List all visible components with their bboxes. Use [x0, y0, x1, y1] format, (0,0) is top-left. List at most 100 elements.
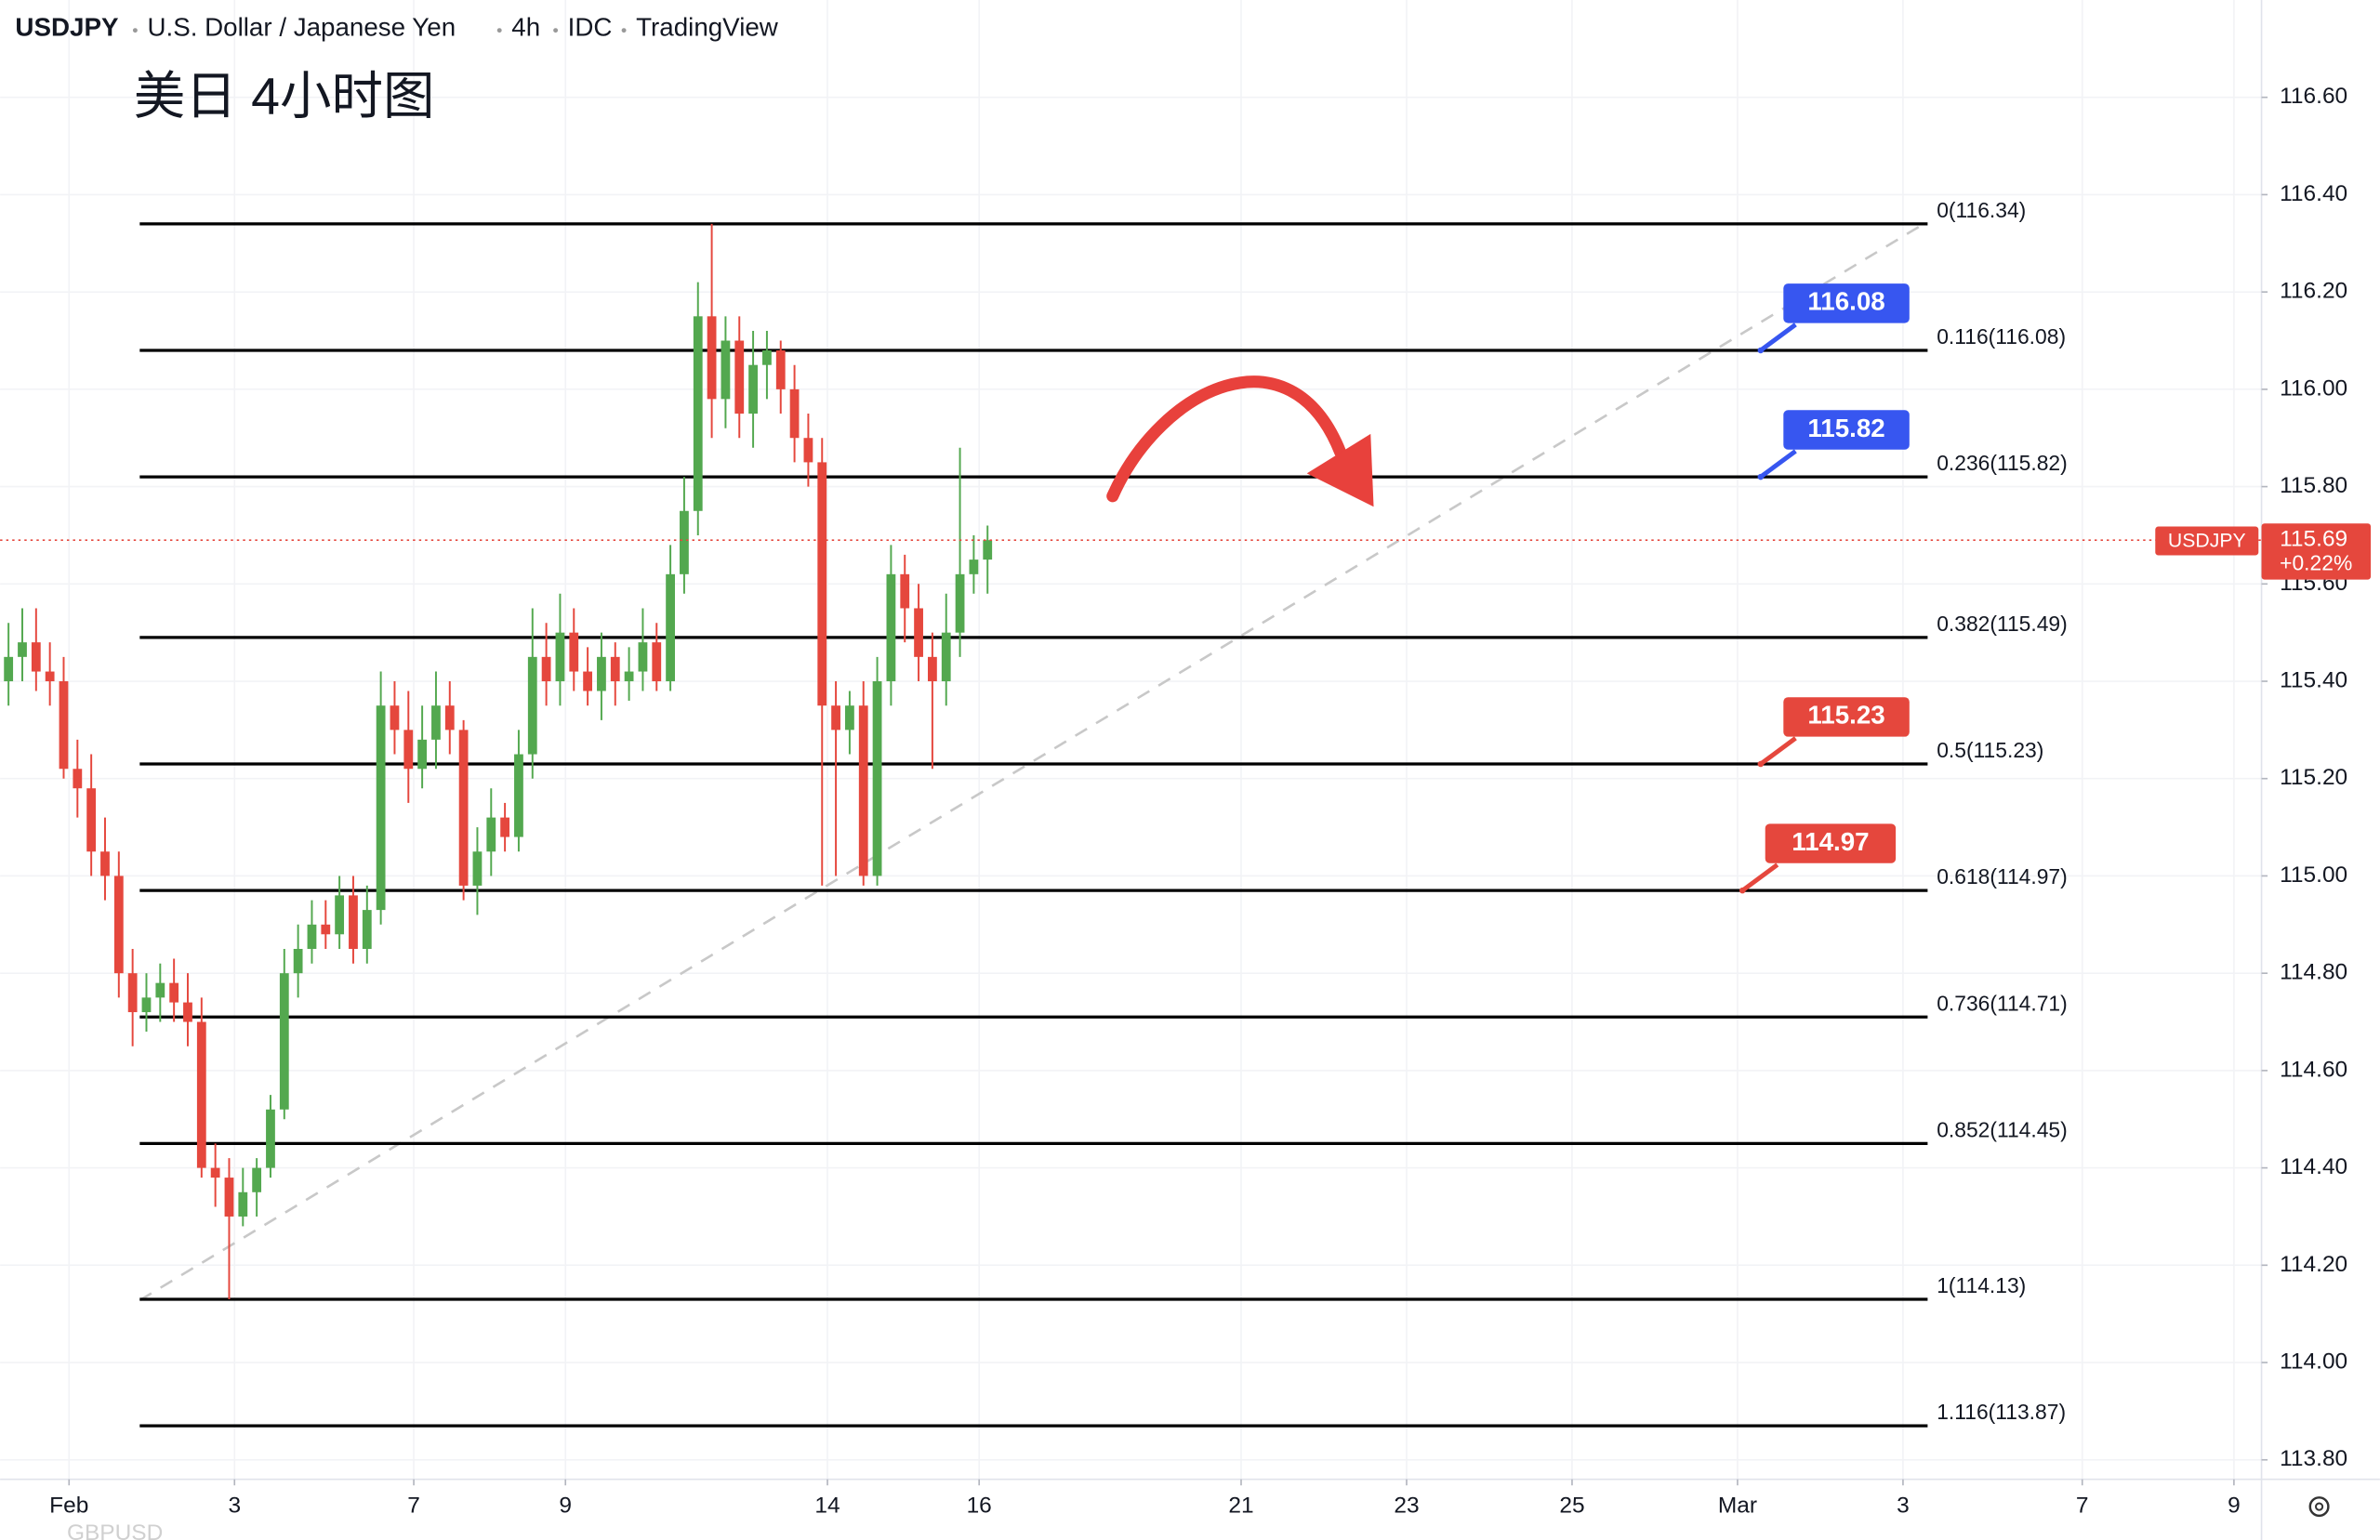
candle-body — [928, 656, 937, 682]
candle-body — [155, 982, 165, 998]
fib-label: 0(116.34) — [1937, 198, 2026, 222]
candle-body — [376, 705, 386, 911]
callout-pointer — [1759, 736, 1797, 766]
candle-body — [238, 1191, 248, 1217]
candle-body — [914, 608, 923, 657]
watermark: GBPUSD — [67, 1520, 163, 1540]
candle-body — [73, 769, 83, 789]
candle-body — [169, 982, 179, 1003]
candle-body — [817, 462, 827, 706]
symbol: USDJPY — [15, 12, 119, 41]
candle-body — [831, 705, 840, 731]
candle-body — [141, 997, 152, 1013]
callout-box — [1783, 697, 1910, 737]
y-tick-label: 116.60 — [2280, 84, 2347, 109]
y-tick-label: 114.60 — [2280, 1057, 2347, 1082]
candle-body — [127, 973, 138, 1013]
settings-gear[interactable] — [2308, 1496, 2330, 1518]
candle-body — [417, 739, 428, 770]
candle-body — [597, 656, 606, 691]
candle-body — [113, 875, 124, 974]
candle-body — [86, 788, 97, 852]
fib-label: 0.852(114.45) — [1937, 1117, 2068, 1141]
candle-body — [941, 632, 951, 682]
callout-box — [1765, 823, 1897, 863]
callout-pointer — [1740, 862, 1779, 893]
callouts: 116.08 115.82 115.23 114.97 — [1739, 283, 1910, 894]
fib-label: 1.116(113.87) — [1937, 1400, 2066, 1424]
candle-body — [624, 671, 634, 682]
candle-body — [652, 642, 662, 682]
candle-body — [31, 642, 41, 672]
fib-label: 0.618(114.97) — [1937, 864, 2068, 888]
x-tick-label: Mar — [1718, 1494, 1757, 1519]
candle-body — [266, 1109, 275, 1168]
fib-label: 0.236(115.82) — [1937, 451, 2068, 475]
candle-body — [527, 656, 537, 755]
candle-body — [583, 671, 592, 691]
fib-label: 0.5(115.23) — [1937, 738, 2043, 762]
candle-body — [18, 642, 27, 657]
candle-body — [514, 754, 523, 837]
x-tick-label: 9 — [2228, 1494, 2241, 1519]
candle-body — [900, 573, 910, 609]
candle-body — [569, 632, 579, 672]
candle-body — [693, 316, 703, 511]
candle-body — [196, 1021, 206, 1168]
candle-body — [100, 851, 110, 876]
fib-label: 1(114.13) — [1937, 1273, 2026, 1297]
callout-dot — [1757, 760, 1765, 768]
header: USDJPY U.S. Dollar / Japanese Yen 4h IDC… — [15, 12, 778, 41]
settings-icon[interactable] — [2308, 1496, 2330, 1518]
candle-body — [500, 817, 510, 837]
x-tick-label: 3 — [1897, 1494, 1910, 1519]
y-tick-label: 115.40 — [2280, 667, 2347, 692]
candle-body — [858, 705, 868, 876]
interval: 4h — [511, 12, 540, 41]
candle-body — [707, 316, 717, 400]
callout-dot — [1757, 347, 1765, 354]
candle-body — [638, 642, 648, 672]
candle-body — [734, 340, 745, 415]
y-tick-label: 114.40 — [2280, 1154, 2347, 1179]
separator — [553, 28, 559, 33]
y-tick-label: 116.20 — [2280, 279, 2347, 304]
candle-body — [279, 973, 289, 1110]
last-price-box — [2261, 523, 2372, 580]
platform: TradingView — [636, 12, 779, 41]
callout-pointer — [1759, 322, 1797, 352]
instrument-name: U.S. Dollar / Japanese Yen — [147, 12, 456, 41]
fib-label: 0.382(115.49) — [1937, 612, 2068, 636]
separator — [496, 28, 502, 33]
last-price-symbol-box — [2155, 526, 2259, 556]
x-tick-label: 7 — [407, 1494, 420, 1519]
last-price-change: +0.22% — [2280, 550, 2352, 574]
last-price-symbol: USDJPY — [2168, 530, 2246, 551]
candle-body — [845, 705, 854, 731]
candle-body — [748, 364, 758, 415]
candle-body — [362, 910, 372, 949]
y-tick-label: 115.80 — [2280, 473, 2347, 498]
candle-body — [307, 924, 317, 949]
candle-body — [444, 705, 455, 731]
callout-label: 115.82 — [1807, 414, 1884, 442]
candle-body — [59, 681, 69, 770]
candle-body — [610, 656, 620, 682]
y-tick-label: 114.00 — [2280, 1349, 2347, 1375]
candle-body — [321, 924, 331, 935]
callout-dot — [1757, 473, 1765, 480]
settings-gear-center — [2315, 1502, 2324, 1511]
candle-body — [983, 540, 993, 560]
callout-label: 116.08 — [1807, 287, 1884, 316]
candle-body — [4, 656, 14, 682]
candles — [4, 223, 993, 1299]
fib-label: 0.736(114.71) — [1937, 991, 2068, 1015]
callout-label: 115.23 — [1807, 701, 1884, 730]
candle-body — [775, 349, 786, 389]
candle-body — [390, 705, 400, 731]
fib-label: 0.116(116.08) — [1937, 324, 2066, 349]
candle-body — [666, 573, 675, 682]
callout-box — [1783, 410, 1910, 450]
